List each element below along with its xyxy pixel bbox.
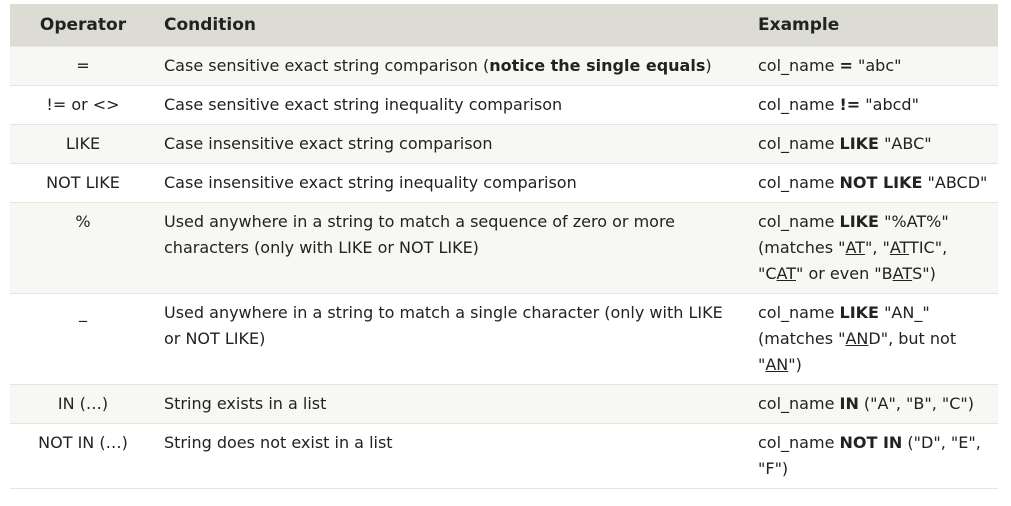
table-body: = Case sensitive exact string comparison… xyxy=(10,46,998,489)
example-value: "abc" xyxy=(852,56,902,75)
condition-emphasis: notice the single equals xyxy=(489,56,706,75)
matches-text: D", but not " xyxy=(758,329,957,374)
table-row: IN (…) String exists in a list col_name … xyxy=(10,384,998,424)
example-value: "ABC" xyxy=(878,134,932,153)
condition-cell: Used anywhere in a string to match a sin… xyxy=(156,293,750,385)
example-operator: LIKE xyxy=(839,212,879,231)
table-row: != or <> Case sensitive exact string ine… xyxy=(10,85,998,125)
example-column: col_name xyxy=(758,56,840,75)
string-operators-table: Operator Condition Example = Case sensit… xyxy=(10,4,998,489)
table-row: NOT IN (…) String does not exist in a li… xyxy=(10,423,998,489)
condition-cell: Case insensitive exact string comparison xyxy=(156,124,750,164)
example-value: "abcd" xyxy=(860,95,919,114)
example-cell: col_name = "abc" xyxy=(750,46,998,86)
example-value: "ABCD" xyxy=(922,173,988,192)
matches-text: S") xyxy=(912,264,936,283)
table-row: _ Used anywhere in a string to match a s… xyxy=(10,293,998,385)
match-highlight: AT xyxy=(889,238,910,257)
example-column: col_name xyxy=(758,173,840,192)
operator-cell: % xyxy=(10,202,156,294)
matches-text: (matches " xyxy=(758,238,846,257)
condition-text: Case sensitive exact string comparison ( xyxy=(164,56,490,75)
operator-cell: LIKE xyxy=(10,124,156,164)
match-highlight: AT xyxy=(776,264,797,283)
operator-cell: NOT IN (…) xyxy=(10,423,156,489)
example-column: col_name xyxy=(758,394,840,413)
example-operator: LIKE xyxy=(839,303,879,322)
condition-text-end: ) xyxy=(705,56,712,75)
example-operator: = xyxy=(839,56,853,75)
condition-cell: Case insensitive exact string inequality… xyxy=(156,163,750,203)
example-cell: col_name LIKE "ABC" xyxy=(750,124,998,164)
operator-cell: != or <> xyxy=(10,85,156,125)
example-cell: col_name != "abcd" xyxy=(750,85,998,125)
header-operator: Operator xyxy=(10,4,156,47)
condition-cell: Case sensitive exact string inequality c… xyxy=(156,85,750,125)
example-column: col_name xyxy=(758,303,840,322)
example-value: ("A", "B", "C") xyxy=(858,394,975,413)
example-cell: col_name NOT LIKE "ABCD" xyxy=(750,163,998,203)
example-operator: != xyxy=(839,95,861,114)
condition-cell: String exists in a list xyxy=(156,384,750,424)
example-value: "%AT%" xyxy=(878,212,949,231)
example-cell: col_name LIKE "%AT%" (matches "AT", "ATT… xyxy=(750,202,998,294)
header-condition: Condition xyxy=(156,4,750,47)
matches-text: (matches " xyxy=(758,329,846,348)
example-column: col_name xyxy=(758,433,840,452)
operator-cell: IN (…) xyxy=(10,384,156,424)
example-value: "AN_" xyxy=(878,303,930,322)
operator-cell: _ xyxy=(10,293,156,385)
header-example: Example xyxy=(750,4,998,47)
matches-text: ") xyxy=(788,355,802,374)
table-row: LIKE Case insensitive exact string compa… xyxy=(10,124,998,164)
example-column: col_name xyxy=(758,212,840,231)
matches-text: TIC", "C xyxy=(758,238,948,283)
example-column: col_name xyxy=(758,134,840,153)
operator-cell: = xyxy=(10,46,156,86)
match-highlight: AN xyxy=(765,355,789,374)
condition-cell: Case sensitive exact string comparison (… xyxy=(156,46,750,86)
condition-cell: Used anywhere in a string to match a seq… xyxy=(156,202,750,294)
example-operator: NOT LIKE xyxy=(839,173,923,192)
matches-text: ", " xyxy=(864,238,890,257)
match-highlight: AN xyxy=(845,329,869,348)
example-operator: NOT IN xyxy=(839,433,903,452)
example-cell: col_name IN ("A", "B", "C") xyxy=(750,384,998,424)
operators-table-container: Operator Condition Example = Case sensit… xyxy=(10,4,998,489)
example-operator: LIKE xyxy=(839,134,879,153)
table-row: NOT LIKE Case insensitive exact string i… xyxy=(10,163,998,203)
example-cell: col_name LIKE "AN_" (matches "AND", but … xyxy=(750,293,998,385)
match-highlight: AT xyxy=(892,264,913,283)
header-row: Operator Condition Example xyxy=(10,4,998,47)
example-column: col_name xyxy=(758,95,840,114)
condition-cell: String does not exist in a list xyxy=(156,423,750,489)
table-row: % Used anywhere in a string to match a s… xyxy=(10,202,998,294)
example-operator: IN xyxy=(839,394,859,413)
operator-cell: NOT LIKE xyxy=(10,163,156,203)
table-header: Operator Condition Example xyxy=(10,4,998,47)
example-value: ("D", "E", "F") xyxy=(758,433,981,478)
match-highlight: AT xyxy=(845,238,865,257)
matches-text: " or even "B xyxy=(796,264,893,283)
example-cell: col_name NOT IN ("D", "E", "F") xyxy=(750,423,998,489)
table-row: = Case sensitive exact string comparison… xyxy=(10,46,998,86)
